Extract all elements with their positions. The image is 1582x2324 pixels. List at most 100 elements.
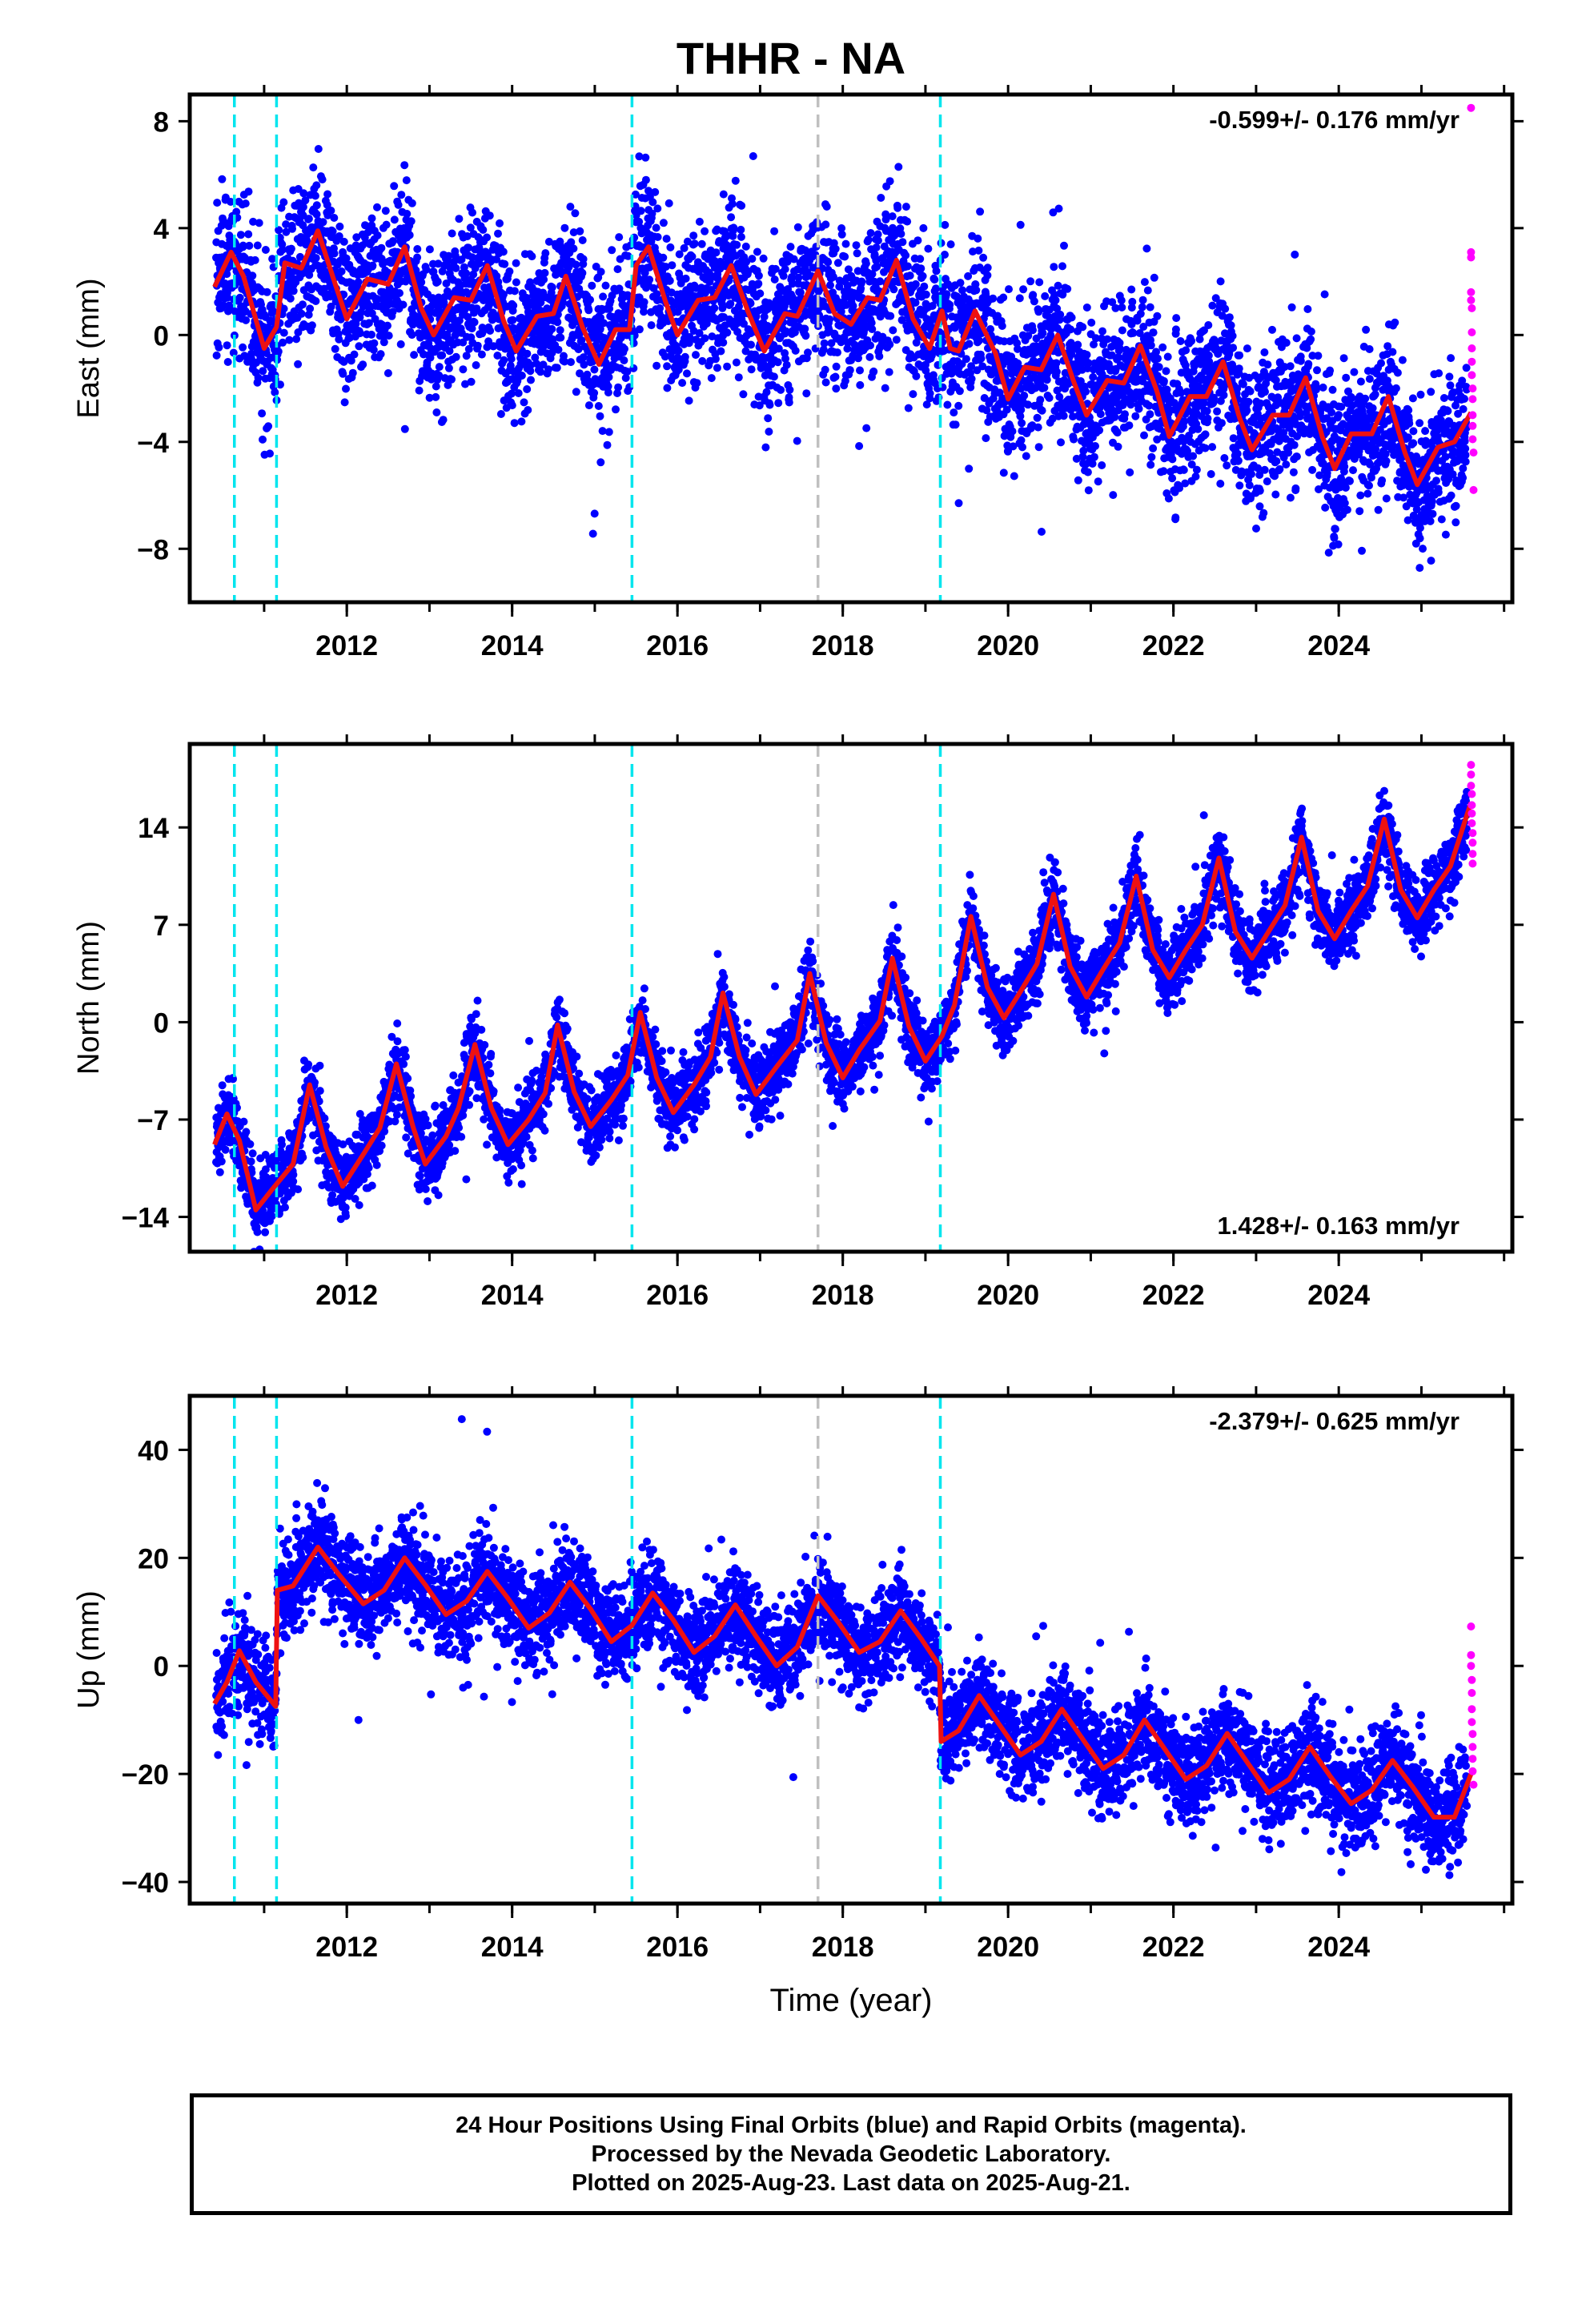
final-orbit-point — [1268, 325, 1276, 334]
final-orbit-point — [584, 306, 593, 315]
final-orbit-point — [569, 244, 578, 253]
final-orbit-point — [731, 176, 740, 185]
final-orbit-point — [244, 230, 253, 239]
final-orbit-point — [1010, 472, 1018, 480]
final-orbit-point — [729, 223, 738, 232]
final-orbit-point — [1313, 366, 1321, 375]
final-orbit-point — [1290, 440, 1299, 449]
final-orbit-point — [446, 263, 455, 272]
final-orbit-point — [1115, 339, 1124, 348]
final-orbit-point — [1052, 368, 1061, 376]
final-orbit-point — [917, 264, 926, 273]
final-orbit-point — [579, 353, 588, 362]
final-orbit-point — [425, 393, 434, 402]
final-orbit-point — [951, 420, 960, 429]
final-orbit-point — [975, 336, 983, 345]
final-orbit-point — [468, 324, 476, 333]
final-orbit-point — [592, 263, 600, 271]
final-orbit-point — [661, 263, 670, 271]
final-orbit-point — [235, 293, 244, 302]
final-orbit-point — [1207, 470, 1215, 478]
final-orbit-point — [553, 318, 562, 327]
final-orbit-point — [1138, 296, 1147, 304]
final-orbit-point — [462, 352, 471, 360]
final-orbit-point — [1331, 525, 1339, 533]
final-orbit-point — [856, 380, 865, 389]
final-orbit-point — [893, 203, 902, 212]
final-orbit-point — [1350, 368, 1359, 376]
final-orbit-point — [379, 338, 388, 347]
final-orbit-point — [224, 222, 233, 231]
final-orbit-point — [1243, 344, 1251, 353]
final-orbit-point — [340, 398, 349, 407]
final-orbit-point — [801, 332, 810, 340]
final-orbit-point — [733, 328, 742, 336]
final-orbit-point — [1164, 494, 1173, 503]
final-orbit-point — [285, 336, 294, 344]
final-orbit-point — [695, 329, 704, 337]
final-orbit-point — [943, 400, 952, 409]
final-orbit-point — [1036, 396, 1045, 404]
final-orbit-point — [1287, 303, 1296, 312]
final-orbit-point — [756, 289, 765, 298]
final-orbit-point — [1307, 328, 1315, 336]
final-orbit-point — [1163, 352, 1172, 361]
final-orbit-point — [452, 352, 460, 361]
final-orbit-point — [601, 281, 610, 290]
final-orbit-point — [275, 226, 283, 235]
final-orbit-point — [279, 198, 288, 207]
final-orbit-point — [397, 191, 406, 199]
final-orbit-point — [1327, 408, 1336, 416]
final-orbit-point — [500, 290, 508, 299]
final-orbit-point — [1113, 428, 1122, 437]
final-orbit-point — [653, 204, 662, 213]
final-orbit-point — [742, 258, 751, 266]
final-orbit-point — [747, 340, 755, 349]
final-orbit-point — [1026, 277, 1035, 286]
final-orbit-point — [486, 327, 495, 335]
final-orbit-point — [1140, 431, 1148, 440]
final-orbit-point — [804, 348, 812, 357]
final-orbit-point — [402, 176, 411, 185]
final-orbit-point — [552, 364, 561, 372]
final-orbit-point — [583, 370, 592, 379]
final-orbit-point — [1146, 303, 1154, 312]
final-orbit-point — [1038, 528, 1046, 536]
final-orbit-point — [735, 302, 743, 311]
final-orbit-point — [749, 152, 757, 160]
final-orbit-point — [614, 383, 623, 392]
final-orbit-point — [954, 499, 963, 508]
final-orbit-point — [347, 356, 355, 365]
final-orbit-point — [240, 352, 249, 360]
final-orbit-point — [889, 326, 897, 335]
final-orbit-point — [680, 243, 689, 252]
final-orbit-point — [323, 190, 332, 199]
final-orbit-point — [274, 347, 283, 356]
final-orbit-point — [1252, 525, 1260, 533]
final-orbit-point — [713, 364, 721, 372]
final-orbit-point — [608, 246, 616, 255]
final-orbit-point — [462, 269, 471, 278]
final-orbit-point — [299, 300, 307, 309]
final-orbit-point — [698, 356, 707, 365]
final-orbit-point — [833, 348, 841, 357]
final-orbit-point — [723, 328, 732, 337]
final-orbit-point — [304, 215, 313, 223]
final-orbit-point — [578, 268, 587, 277]
final-orbit-point — [566, 203, 575, 211]
final-orbit-point — [652, 290, 661, 299]
final-orbit-point — [472, 304, 481, 313]
final-orbit-point — [372, 295, 381, 304]
final-orbit-point — [1272, 456, 1281, 465]
final-orbit-point — [1083, 468, 1092, 476]
final-orbit-point — [866, 341, 874, 350]
final-orbit-point — [444, 380, 452, 389]
final-orbit-point — [875, 352, 884, 360]
final-orbit-point — [297, 309, 306, 318]
final-orbit-point — [259, 435, 267, 444]
final-orbit-point — [765, 428, 773, 436]
final-orbit-point — [394, 200, 403, 209]
final-orbit-point — [572, 388, 580, 396]
final-orbit-point — [452, 263, 460, 272]
final-orbit-point — [615, 233, 624, 242]
